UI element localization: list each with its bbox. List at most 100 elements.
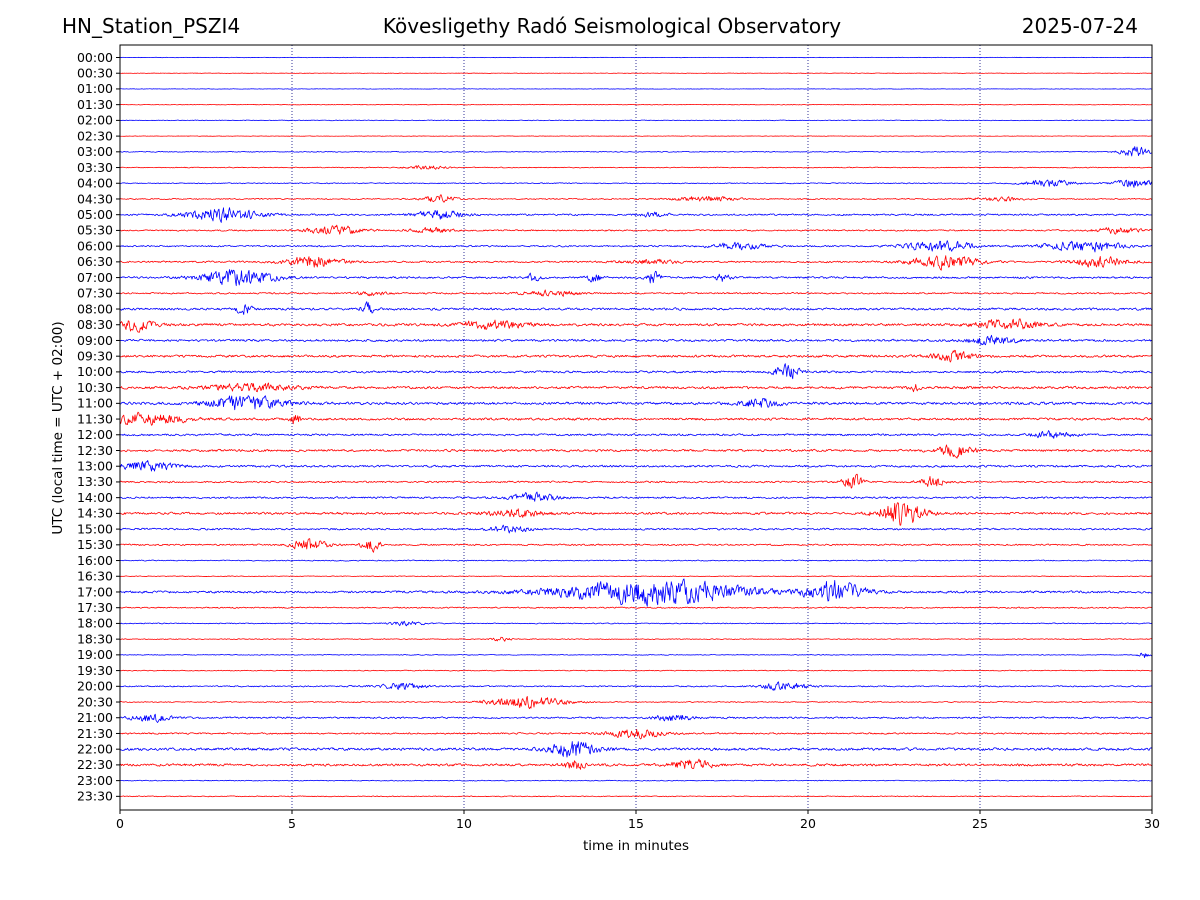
y-tick-label: 15:30 [77, 537, 113, 552]
seismic-trace [119, 334, 1153, 346]
seismic-trace [119, 240, 1153, 253]
y-tick-label: 02:30 [77, 128, 113, 143]
seismic-trace [119, 255, 1153, 271]
seismic-trace [119, 207, 1153, 223]
station-title: HN_Station_PSZI4 [62, 14, 241, 38]
seismic-trace [119, 669, 1153, 672]
seismic-trace [119, 224, 1153, 235]
seismic-trace [119, 652, 1153, 658]
y-axis-label: UTC (local time = UTC + 02:00) [50, 321, 66, 534]
seismic-trace [119, 538, 1153, 553]
seismic-trace [119, 269, 1153, 287]
x-tick-label: 20 [800, 816, 816, 831]
y-tick-label: 14:00 [77, 490, 113, 505]
y-tick-label: 12:00 [77, 427, 113, 442]
y-tick-label: 09:30 [77, 348, 113, 363]
seismic-trace [119, 758, 1153, 770]
y-tick-label: 03:30 [77, 160, 113, 175]
seismic-trace [119, 681, 1153, 691]
seismic-trace [119, 119, 1153, 122]
y-tick-label: 09:00 [77, 333, 113, 348]
seismic-trace [119, 460, 1153, 472]
y-tick-label: 20:00 [77, 679, 113, 694]
y-tick-label: 19:30 [77, 663, 113, 678]
trace-layer [119, 56, 1153, 798]
plot-frame [119, 44, 1153, 811]
y-tick-label: 00:00 [77, 50, 113, 65]
y-tick-label: 01:00 [77, 81, 113, 96]
y-tick-label: 11:30 [77, 411, 113, 426]
y-tick-label: 18:30 [77, 631, 113, 646]
y-tick-label: 17:00 [77, 584, 113, 599]
y-tick-label: 00:30 [77, 66, 113, 81]
seismic-trace [119, 430, 1153, 439]
seismic-trace [119, 795, 1153, 798]
seismic-trace [119, 179, 1153, 188]
seismic-trace [119, 502, 1153, 526]
seismic-trace [119, 741, 1153, 758]
y-tick-label: 05:00 [77, 207, 113, 222]
seismic-trace [119, 363, 1153, 380]
y-tick-label: 16:00 [77, 553, 113, 568]
date-title: 2025-07-24 [1021, 14, 1138, 38]
seismic-trace [119, 559, 1153, 562]
seismic-trace [119, 146, 1153, 157]
seismic-trace [119, 713, 1153, 723]
seismic-trace [119, 473, 1153, 489]
seismic-trace [120, 620, 1153, 627]
y-tick-label: 18:00 [77, 616, 113, 631]
seismic-trace [119, 289, 1153, 297]
y-tick-label: 15:00 [77, 521, 113, 536]
seismic-trace [119, 444, 1153, 459]
seismic-trace [119, 194, 1153, 203]
x-axis-label: time in minutes [583, 838, 689, 854]
y-tick-label: 10:30 [77, 380, 113, 395]
tick-layer: 0 5 10 15 20 25 30 00:0000:3001:0001:3002:0002:… [77, 50, 1160, 831]
seismic-trace [119, 301, 1153, 315]
y-tick-label: 17:30 [77, 600, 113, 615]
seismic-trace [119, 606, 1153, 609]
seismic-trace [119, 491, 1153, 502]
y-tick-label: 10:00 [77, 364, 113, 379]
seismic-trace [119, 349, 1153, 363]
x-tick-label: 25 [972, 816, 988, 831]
y-tick-label: 22:00 [77, 741, 113, 756]
x-tick-label: 15 [628, 816, 644, 831]
seismic-trace [119, 578, 1153, 607]
y-tick-label: 04:30 [77, 191, 113, 206]
seismic-trace [119, 382, 1153, 393]
y-tick-label: 12:30 [77, 443, 113, 458]
x-tick-label: 30 [1144, 816, 1160, 831]
y-tick-label: 01:30 [77, 97, 113, 112]
seismic-trace [119, 524, 1153, 534]
grid-layer [291, 45, 981, 810]
observatory-title: Kövesligethy Radó Seismological Observat… [382, 14, 842, 38]
seismic-trace [119, 411, 1153, 426]
y-tick-label: 13:00 [77, 459, 113, 474]
y-tick-label: 13:30 [77, 474, 113, 489]
y-tick-label: 22:30 [77, 757, 113, 772]
y-tick-label: 14:30 [77, 506, 113, 521]
x-tick-label: 0 [116, 816, 124, 831]
y-tick-label: 08:30 [77, 317, 113, 332]
y-tick-label: 05:30 [77, 223, 113, 238]
seismic-trace [119, 165, 1153, 170]
y-tick-label: 02:00 [77, 113, 113, 128]
y-tick-label: 23:00 [77, 773, 113, 788]
y-tick-label: 06:00 [77, 238, 113, 253]
y-tick-label: 23:30 [77, 789, 113, 804]
y-tick-label: 21:00 [77, 710, 113, 725]
seismic-trace [119, 575, 1153, 578]
seismic-trace [119, 696, 1153, 710]
y-tick-label: 07:30 [77, 286, 113, 301]
seismic-trace [119, 103, 1153, 106]
y-tick-label: 16:30 [77, 569, 113, 584]
y-tick-label: 11:00 [77, 396, 113, 411]
seismic-trace [119, 779, 1153, 782]
y-tick-label: 19:00 [77, 647, 113, 662]
y-tick-label: 03:00 [77, 144, 113, 159]
seismic-trace [119, 636, 1153, 642]
x-tick-label: 10 [456, 816, 472, 831]
x-tick-label: 5 [288, 816, 296, 831]
y-tick-label: 04:00 [77, 176, 113, 191]
